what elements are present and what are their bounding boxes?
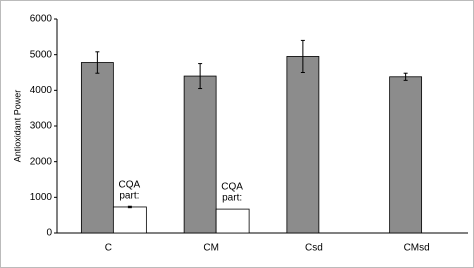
annotation: CQA — [119, 180, 141, 191]
x-tick-label: CMsd — [404, 243, 430, 254]
bar — [80, 62, 114, 234]
y-tick-label: 1000 — [30, 192, 53, 203]
bar — [215, 208, 250, 234]
annotation: CQA — [221, 182, 243, 193]
y-tick-label: 3000 — [30, 121, 53, 132]
x-tick-label: C — [105, 243, 112, 254]
bar — [286, 56, 320, 234]
annotation: part: — [119, 191, 139, 202]
y-axis-label: Antioxidant Power — [12, 90, 22, 163]
annotation: part: — [222, 193, 242, 204]
bar — [183, 75, 217, 234]
y-tick-label: 6000 — [30, 14, 53, 25]
y-tick-label: 0 — [46, 228, 52, 239]
y-tick-label: 4000 — [30, 85, 53, 96]
x-tick-label: Csd — [305, 243, 323, 254]
bar — [389, 76, 423, 234]
y-tick-label: 2000 — [30, 156, 53, 167]
y-tick-label: 5000 — [30, 49, 53, 60]
bar — [112, 206, 147, 234]
x-tick-label: CM — [203, 243, 219, 254]
